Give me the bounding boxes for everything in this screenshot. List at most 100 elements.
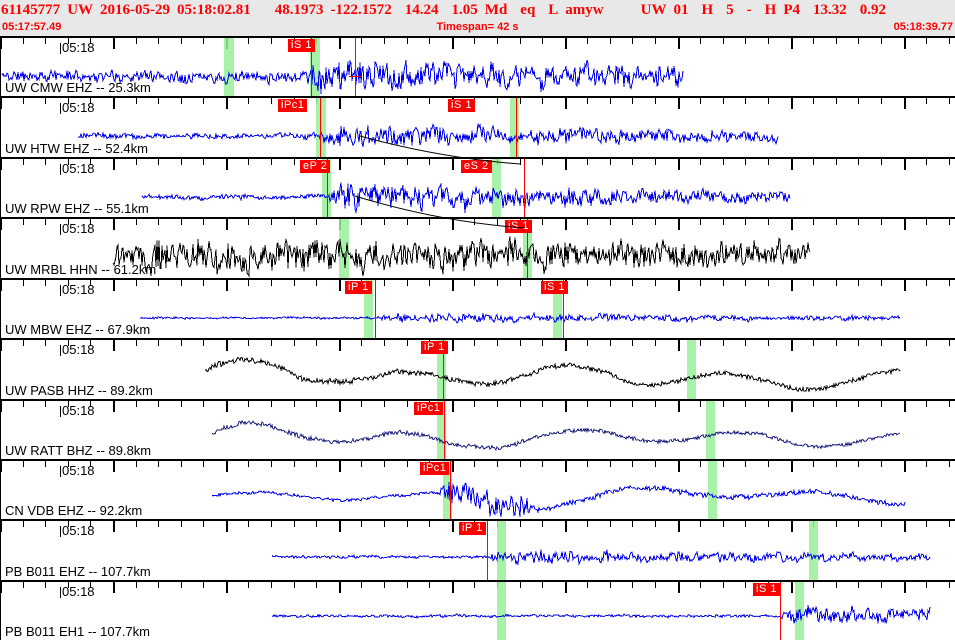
axis-tick-minor	[271, 521, 272, 527]
trace-panel-cmw-ehz[interactable]: iS 1 05:18 UW CMW EHZ -- 25.3km	[0, 36, 955, 96]
axis-tick-minor	[23, 38, 24, 44]
axis-tick-minor	[768, 461, 769, 467]
pick-line-ipc1[interactable]	[320, 98, 321, 157]
axis-tick-minor	[768, 401, 769, 407]
trace-panel-rpw-ehz[interactable]: eP 2 eS 2 05:18 UW RPW EHZ -- 55.1km	[0, 157, 955, 217]
pick-label-is1[interactable]: iS 1	[541, 281, 568, 294]
trace-panel-mrbl-hhn[interactable]: iS 1 05:18 UW MRBL HHN -- 61.2km	[0, 217, 955, 278]
trace-panel-htw-ehz[interactable]: iPc1 iS 1 05:18 UW HTW EHZ -- 52.4km	[0, 96, 955, 157]
time-label-tick	[60, 466, 61, 477]
coda-window-band	[795, 582, 804, 640]
axis-tick-minor	[45, 582, 46, 588]
axis-tick-minor	[632, 280, 633, 286]
axis-tick-major	[452, 38, 454, 49]
time-label-text: 05:18	[62, 100, 95, 115]
trace-panel-mbw-ehz[interactable]: iP 1 iS 1 05:18 UW MBW EHZ -- 67.9km	[0, 278, 955, 338]
axis-tick-minor	[248, 280, 249, 286]
channel-label-htw-ehz[interactable]: UW HTW EHZ -- 52.4km	[5, 141, 148, 156]
secondary-pick-line[interactable]	[355, 38, 356, 96]
event-loc-code: P4	[783, 2, 800, 18]
axis-tick-minor	[745, 401, 746, 407]
axis-tick-minor	[655, 461, 656, 467]
pick-label-ipc1[interactable]: iPc1	[278, 99, 308, 112]
pick-label-es2[interactable]: eS 2	[461, 160, 492, 173]
trace-panel-vdb-ehz[interactable]: iPc1 05:18 CN VDB EHZ -- 92.2km	[0, 459, 955, 519]
channel-label-mbw-ehz[interactable]: UW MBW EHZ -- 67.9km	[5, 322, 151, 337]
pick-line-ipc1[interactable]	[450, 461, 451, 519]
axis-tick-minor	[881, 582, 882, 588]
axis-tick-minor	[271, 98, 272, 104]
axis-tick-major	[791, 219, 793, 230]
pick-label-ip1[interactable]: iP 1	[345, 281, 372, 294]
axis-tick-minor	[813, 219, 814, 225]
trace-panel-b011-ehz[interactable]: iP 1 05:18 PB B011 EHZ -- 107.7km	[0, 519, 955, 580]
axis-tick-minor	[68, 461, 69, 467]
axis-tick-major	[226, 159, 228, 170]
axis-tick-major	[0, 159, 2, 170]
time-label-tick	[60, 164, 61, 175]
pick-label-ip1[interactable]: iP 1	[459, 522, 486, 535]
pick-label-ep2[interactable]: eP 2	[300, 160, 331, 173]
axis-tick-minor	[632, 159, 633, 165]
channel-label-pasb-hhz[interactable]: UW PASB HHZ -- 89.2km	[5, 383, 153, 398]
axis-tick-minor	[610, 98, 611, 104]
trace-panel-b011-eh1[interactable]: iS 1 05:18 PB B011 EH1 -- 107.7km	[0, 580, 955, 640]
pick-line-ipc1[interactable]	[444, 401, 445, 459]
pick-line-ep2[interactable]	[327, 159, 328, 217]
trace-panel-ratt-bhz[interactable]: iPc1 05:18 UW RATT BHZ -- 89.8km	[0, 399, 955, 459]
axis-tick-minor	[271, 280, 272, 286]
axis-tick-minor	[45, 219, 46, 225]
pick-label-ipc1[interactable]: iPc1	[414, 402, 444, 415]
channel-label-b011-eh1[interactable]: PB B011 EH1 -- 107.7km	[5, 624, 150, 639]
axis-tick-major	[678, 582, 680, 593]
axis-tick-minor	[23, 159, 24, 165]
axis-tick-minor	[813, 38, 814, 44]
axis-tick-minor	[768, 521, 769, 527]
pick-label-ip1[interactable]: iP 1	[421, 341, 448, 354]
pick-line-is1[interactable]	[311, 38, 312, 96]
channel-label-mrbl-hhn[interactable]: UW MRBL HHN -- 61.2km	[5, 262, 157, 277]
pick-label-is1[interactable]: iS 1	[288, 39, 315, 52]
pick-line-is1[interactable]	[516, 98, 517, 157]
axis-tick-minor	[90, 38, 91, 44]
axis-tick-minor	[926, 280, 927, 286]
channel-label-vdb-ehz[interactable]: CN VDB EHZ -- 92.2km	[5, 503, 143, 518]
axis-tick-major	[113, 280, 115, 291]
pick-line-is1[interactable]	[527, 219, 528, 278]
channel-label-rpw-ehz[interactable]: UW RPW EHZ -- 55.1km	[5, 201, 149, 216]
pick-line-ip1[interactable]	[487, 521, 488, 580]
axis-tick-minor	[384, 461, 385, 467]
axis-tick-minor	[836, 280, 837, 286]
axis-tick-minor	[655, 159, 656, 165]
axis-tick-major	[452, 159, 454, 170]
channel-label-ratt-bhz[interactable]: UW RATT BHZ -- 89.8km	[5, 443, 152, 458]
pick-line-es2[interactable]	[524, 159, 525, 217]
channel-label-cmw-ehz[interactable]: UW CMW EHZ -- 25.3km	[5, 80, 151, 95]
axis-tick-major	[791, 461, 793, 472]
axis-tick-major	[339, 38, 341, 49]
pick-label-ipc1[interactable]: iPc1	[420, 462, 450, 475]
axis-tick-minor	[248, 159, 249, 165]
pick-line-ip1[interactable]	[375, 280, 376, 338]
axis-tick-minor	[158, 98, 159, 104]
axis-tick-minor	[248, 521, 249, 527]
axis-tick-minor	[294, 280, 295, 286]
channel-label-b011-ehz[interactable]: PB B011 EHZ -- 107.7km	[5, 564, 151, 579]
axis-tick-minor	[294, 521, 295, 527]
pick-label-is1[interactable]: iS 1	[448, 99, 475, 112]
axis-tick-major	[678, 340, 680, 351]
axis-tick-minor	[497, 280, 498, 286]
axis-tick-minor	[23, 98, 24, 104]
axis-tick-minor	[361, 340, 362, 346]
pick-line-ip1[interactable]	[443, 340, 444, 399]
axis-tick-minor	[745, 219, 746, 225]
axis-tick-minor	[723, 461, 724, 467]
axis-tick-minor	[203, 521, 204, 527]
time-label-tick	[60, 103, 61, 114]
pick-line-is1[interactable]	[780, 582, 781, 640]
pick-label-is1[interactable]: iS 1	[505, 220, 532, 233]
pick-label-is1[interactable]: iS 1	[753, 583, 780, 596]
axis-tick-minor	[474, 461, 475, 467]
trace-panel-pasb-hhz[interactable]: iP 1 05:18 UW PASB HHZ -- 89.2km	[0, 338, 955, 399]
pick-line-is1[interactable]	[563, 280, 564, 338]
